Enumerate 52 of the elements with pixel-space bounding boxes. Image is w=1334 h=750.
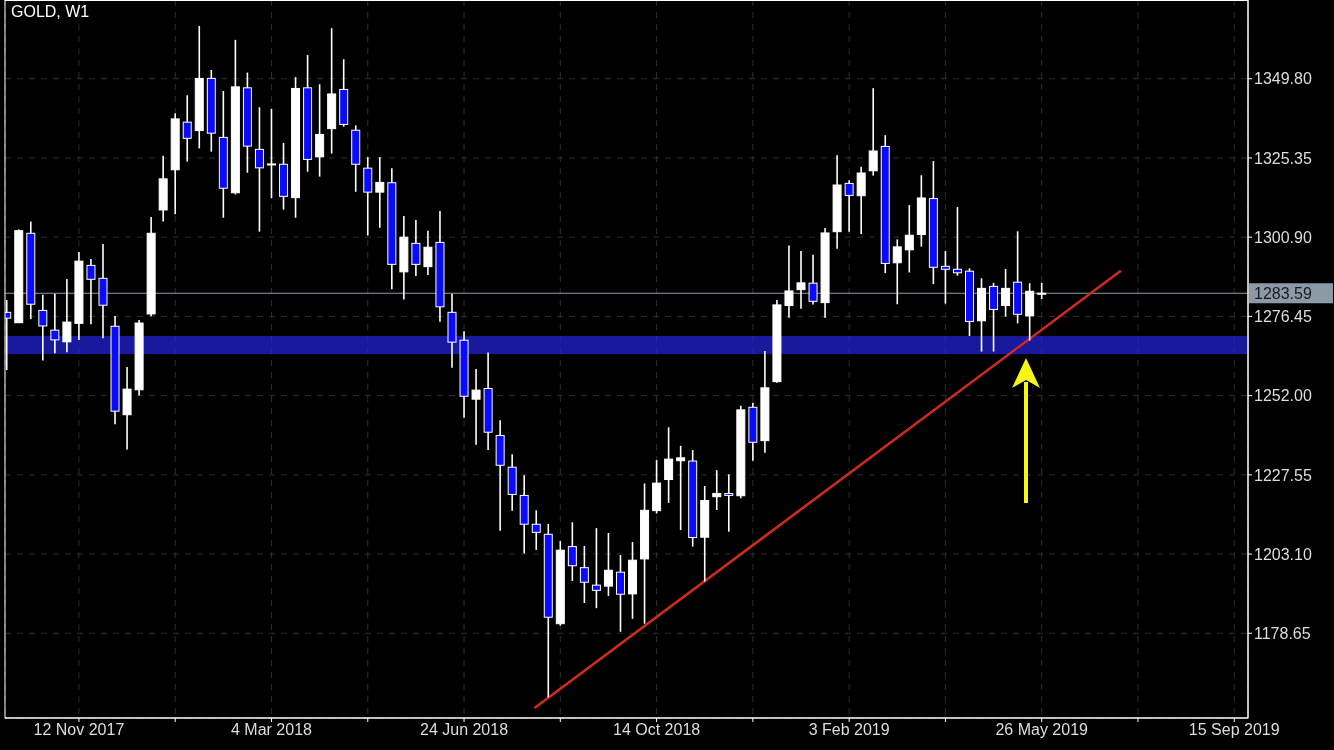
candlestick [579, 545, 589, 604]
candlestick [724, 473, 734, 533]
y-tick-label: 1252.00 [1254, 387, 1312, 405]
candlestick [712, 469, 722, 511]
candlestick [266, 108, 276, 200]
y-tick-label: 1349.80 [1254, 70, 1312, 88]
candlestick [808, 253, 818, 306]
candlestick [952, 206, 962, 277]
candlestick [375, 156, 385, 229]
chart-title: GOLD, W1 [11, 3, 90, 20]
candlestick [868, 87, 878, 177]
x-tick-label: 15 Sep 2019 [1188, 721, 1280, 739]
candlestick [844, 179, 854, 233]
candlestick [591, 527, 601, 609]
candlestick [50, 293, 60, 354]
candlestick [471, 368, 481, 446]
x-tick-label: 26 May 2019 [995, 721, 1089, 739]
candlestick [363, 156, 373, 237]
x-tick-label: 24 Jun 2018 [419, 721, 509, 739]
y-tick-label: 1203.10 [1254, 545, 1312, 563]
candlestick [86, 258, 96, 326]
candlestick [940, 250, 950, 305]
ref-line-label: 1283.59 [1254, 285, 1312, 303]
candlestick [676, 445, 686, 531]
x-tick-label: 12 Nov 2017 [33, 721, 125, 739]
candlestick [615, 554, 625, 633]
y-tick-label: 1276.45 [1254, 308, 1312, 326]
candlestick [1001, 268, 1011, 318]
y-tick-label: 1227.55 [1254, 466, 1312, 484]
candlestick [38, 294, 48, 362]
candlestick [904, 204, 914, 274]
candlestick [62, 278, 72, 353]
candlestick [603, 532, 613, 597]
candlestick [254, 106, 264, 233]
x-tick-label: 4 Mar 2018 [231, 721, 313, 739]
candlestick [989, 282, 999, 353]
candlestick [567, 521, 577, 582]
candlestick [664, 426, 674, 504]
candlestick [411, 219, 421, 277]
candlestick [892, 238, 902, 306]
y-tick-label: 1300.90 [1254, 228, 1312, 246]
candlestick [856, 166, 866, 235]
candlestick [796, 250, 806, 310]
candlestick [531, 509, 541, 551]
candlestick [423, 229, 433, 276]
x-tick-label: 3 Feb 2019 [808, 721, 890, 739]
y-tick-label: 1325.35 [1254, 149, 1312, 167]
candlestick [315, 83, 325, 178]
x-tick-label: 14 Oct 2018 [613, 721, 701, 739]
y-tick-label: 1178.65 [1254, 624, 1311, 642]
candlestick [182, 94, 192, 163]
candlestick [784, 244, 794, 319]
